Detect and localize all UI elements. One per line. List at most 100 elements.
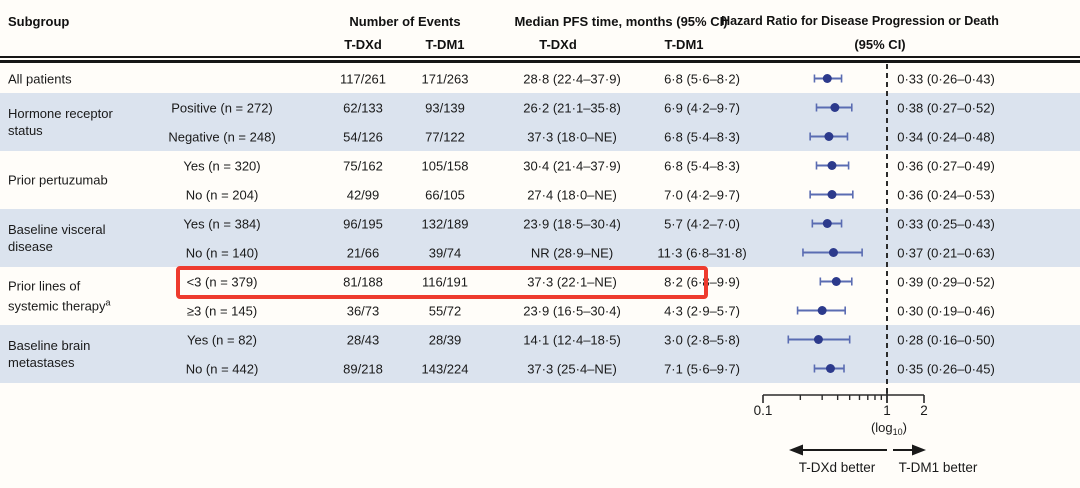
subgroup-label-line: status bbox=[8, 123, 43, 138]
events-tdxd-cell: 28/43 bbox=[346, 332, 380, 347]
tdxd-better-arrow bbox=[789, 444, 887, 456]
level-cell: No (n = 442) bbox=[185, 361, 259, 376]
axis-scale-label: (log10) bbox=[871, 420, 907, 437]
forest-marker bbox=[809, 190, 854, 199]
forest-marker bbox=[811, 219, 843, 228]
table-row: 117/261 171/263 28·8 (22·4–37·9) 6·8 (5·6–8… bbox=[0, 64, 1080, 93]
hazard-ratio-ci-subheader: (95% CI) bbox=[854, 37, 906, 52]
events-tdm1-cell: 171/263 bbox=[421, 71, 469, 86]
level-cell: Yes (n = 320) bbox=[183, 158, 261, 173]
hazard-ratio-cell: 0·33 (0·26–0·43) bbox=[897, 71, 995, 86]
table-row: No (n = 140) 21/66 39/74 NR (28·9–NE) 11·3 (… bbox=[0, 238, 1080, 267]
level-cell: Yes (n = 384) bbox=[183, 216, 261, 231]
axis-tick-label: 1 bbox=[883, 403, 891, 418]
subgroup-label: Baseline visceral disease bbox=[8, 221, 106, 255]
events-tdxd-cell: 89/218 bbox=[343, 361, 383, 376]
events-tdm1-cell: 28/39 bbox=[428, 332, 462, 347]
subgroup-group: Prior pertuzumab Yes (n = 320) 75/162 105/1… bbox=[0, 151, 1080, 209]
events-tdxd-cell: 36/73 bbox=[346, 303, 380, 318]
median-tdxd-cell: 37·3 (25·4–NE) bbox=[527, 361, 617, 376]
median-tdxd-cell: 37·3 (18·0–NE) bbox=[527, 129, 617, 144]
hazard-ratio-cell: 0·36 (0·27–0·49) bbox=[897, 158, 995, 173]
events-tdm1-cell: 66/105 bbox=[425, 187, 465, 202]
reference-line bbox=[886, 64, 888, 395]
median-tdxd-cell: 30·4 (21·4–37·9) bbox=[523, 158, 621, 173]
table-row: Yes (n = 320) 75/162 105/158 30·4 (21·4–37·… bbox=[0, 151, 1080, 180]
events-tdxd-cell: 81/188 bbox=[343, 274, 383, 289]
hazard-ratio-cell: 0·38 (0·27–0·52) bbox=[897, 100, 995, 115]
median-tdxd-cell: NR (28·9–NE) bbox=[530, 245, 614, 260]
median-tdxd-cell: 28·8 (22·4–37·9) bbox=[523, 71, 621, 86]
footnote-marker: a bbox=[105, 297, 111, 308]
header-divider bbox=[0, 56, 1080, 63]
forest-marker bbox=[809, 132, 849, 141]
subgroup-label-line: Baseline brain bbox=[8, 338, 91, 353]
median-tdxd-subheader: T-DXd bbox=[539, 37, 577, 52]
subgroup-group: Hormone receptor status Positive (n = 272)… bbox=[0, 93, 1080, 151]
median-tdm1-cell: 8·2 (6·8–9·9) bbox=[664, 274, 740, 289]
median-tdxd-cell: 23·9 (16·5–30·4) bbox=[523, 303, 621, 318]
median-tdm1-cell: 3·0 (2·8–5·8) bbox=[664, 332, 740, 347]
subgroup-label-line: Prior pertuzumab bbox=[8, 172, 108, 188]
hazard-ratio-cell: 0·33 (0·25–0·43) bbox=[897, 216, 995, 231]
median-tdm1-cell: 7·1 (5·6–9·7) bbox=[664, 361, 740, 376]
level-cell: Yes (n = 82) bbox=[187, 332, 257, 347]
tdm1-better-label: T-DM1 better bbox=[899, 460, 978, 475]
forest-marker bbox=[813, 364, 845, 373]
subgroup-label-line: systemic therapy bbox=[8, 298, 106, 314]
events-tdm1-cell: 105/158 bbox=[421, 158, 469, 173]
median-tdm1-cell: 11·3 (6·8–31·8) bbox=[657, 245, 747, 260]
subgroup-group: All patients 117/261 171/263 28·8 (22·4–37·… bbox=[0, 64, 1080, 93]
subgroup-label: Prior lines of systemic therapya bbox=[8, 277, 111, 314]
events-tdxd-subheader: T-DXd bbox=[344, 37, 382, 52]
axis-tick-label: 0.1 bbox=[754, 403, 773, 418]
median-tdxd-cell: 37·3 (22·1–NE) bbox=[527, 274, 617, 289]
table-row: Yes (n = 82) 28/43 28/39 14·1 (12·4–18·5) 3·… bbox=[0, 325, 1080, 354]
forest-marker bbox=[819, 277, 853, 286]
events-tdm1-subheader: T-DM1 bbox=[425, 37, 465, 52]
table-row: ≥3 (n = 145) 36/73 55/72 23·9 (16·5–30·4) 4·… bbox=[0, 296, 1080, 325]
events-tdxd-cell: 117/261 bbox=[339, 71, 387, 86]
median-tdm1-subheader: T-DM1 bbox=[664, 37, 704, 52]
median-tdxd-cell: 27·4 (18·0–NE) bbox=[527, 187, 617, 202]
median-tdm1-cell: 6·8 (5·4–8·3) bbox=[664, 129, 740, 144]
events-tdxd-cell: 62/133 bbox=[343, 100, 383, 115]
subgroup-column-header: Subgroup bbox=[8, 14, 70, 29]
subgroup-group: Prior lines of systemic therapya <3 (n = 3… bbox=[0, 267, 1080, 325]
level-cell: ≥3 (n = 145) bbox=[186, 303, 258, 318]
subgroup-label: Baseline brain metastases bbox=[8, 337, 90, 371]
median-tdm1-cell: 6·8 (5·6–8·2) bbox=[664, 71, 740, 86]
events-tdxd-cell: 21/66 bbox=[346, 245, 380, 260]
hazard-ratio-cell: 0·36 (0·24–0·53) bbox=[897, 187, 995, 202]
events-tdm1-cell: 143/224 bbox=[421, 361, 469, 376]
forest-marker bbox=[802, 248, 863, 257]
subgroup-label: Prior pertuzumab bbox=[8, 172, 108, 189]
hazard-ratio-cell: 0·39 (0·29–0·52) bbox=[897, 274, 995, 289]
hazard-ratio-axis: 0.1 1 2 (log10) T-DXd better T-DM1 bette… bbox=[754, 391, 978, 475]
median-tdm1-cell: 4·3 (2·9–5·7) bbox=[664, 303, 740, 318]
median-tdxd-cell: 23·9 (18·5–30·4) bbox=[523, 216, 621, 231]
events-tdxd-cell: 54/126 bbox=[343, 129, 383, 144]
events-tdxd-cell: 75/162 bbox=[343, 158, 383, 173]
median-tdxd-cell: 26·2 (21·1–35·8) bbox=[523, 100, 621, 115]
hazard-ratio-cell: 0·35 (0·26–0·45) bbox=[897, 361, 995, 376]
forest-marker bbox=[813, 74, 843, 83]
events-tdxd-cell: 42/99 bbox=[346, 187, 380, 202]
subgroup-label: All patients bbox=[8, 70, 72, 87]
median-tdm1-cell: 6·9 (4·2–9·7) bbox=[664, 100, 740, 115]
events-tdxd-cell: 96/195 bbox=[343, 216, 383, 231]
level-cell: No (n = 204) bbox=[185, 187, 259, 202]
axis-tick-label: 2 bbox=[920, 403, 928, 418]
median-pfs-column-header: Median PFS time, months (95% CI) bbox=[514, 14, 728, 29]
table-row: Positive (n = 272) 62/133 93/139 26·2 (21·1… bbox=[0, 93, 1080, 122]
subgroup-label-line: disease bbox=[8, 239, 53, 254]
subgroup-label-line: metastases bbox=[8, 355, 75, 370]
events-tdm1-cell: 77/122 bbox=[425, 129, 465, 144]
forest-marker bbox=[796, 306, 846, 315]
events-tdm1-cell: 116/191 bbox=[421, 274, 469, 289]
table-body: All patients 117/261 171/263 28·8 (22·4–37·… bbox=[0, 64, 1080, 383]
forest-marker bbox=[815, 103, 853, 112]
events-column-header: Number of Events bbox=[349, 14, 461, 29]
table-row: No (n = 442) 89/218 143/224 37·3 (25·4–NE) 7… bbox=[0, 354, 1080, 383]
